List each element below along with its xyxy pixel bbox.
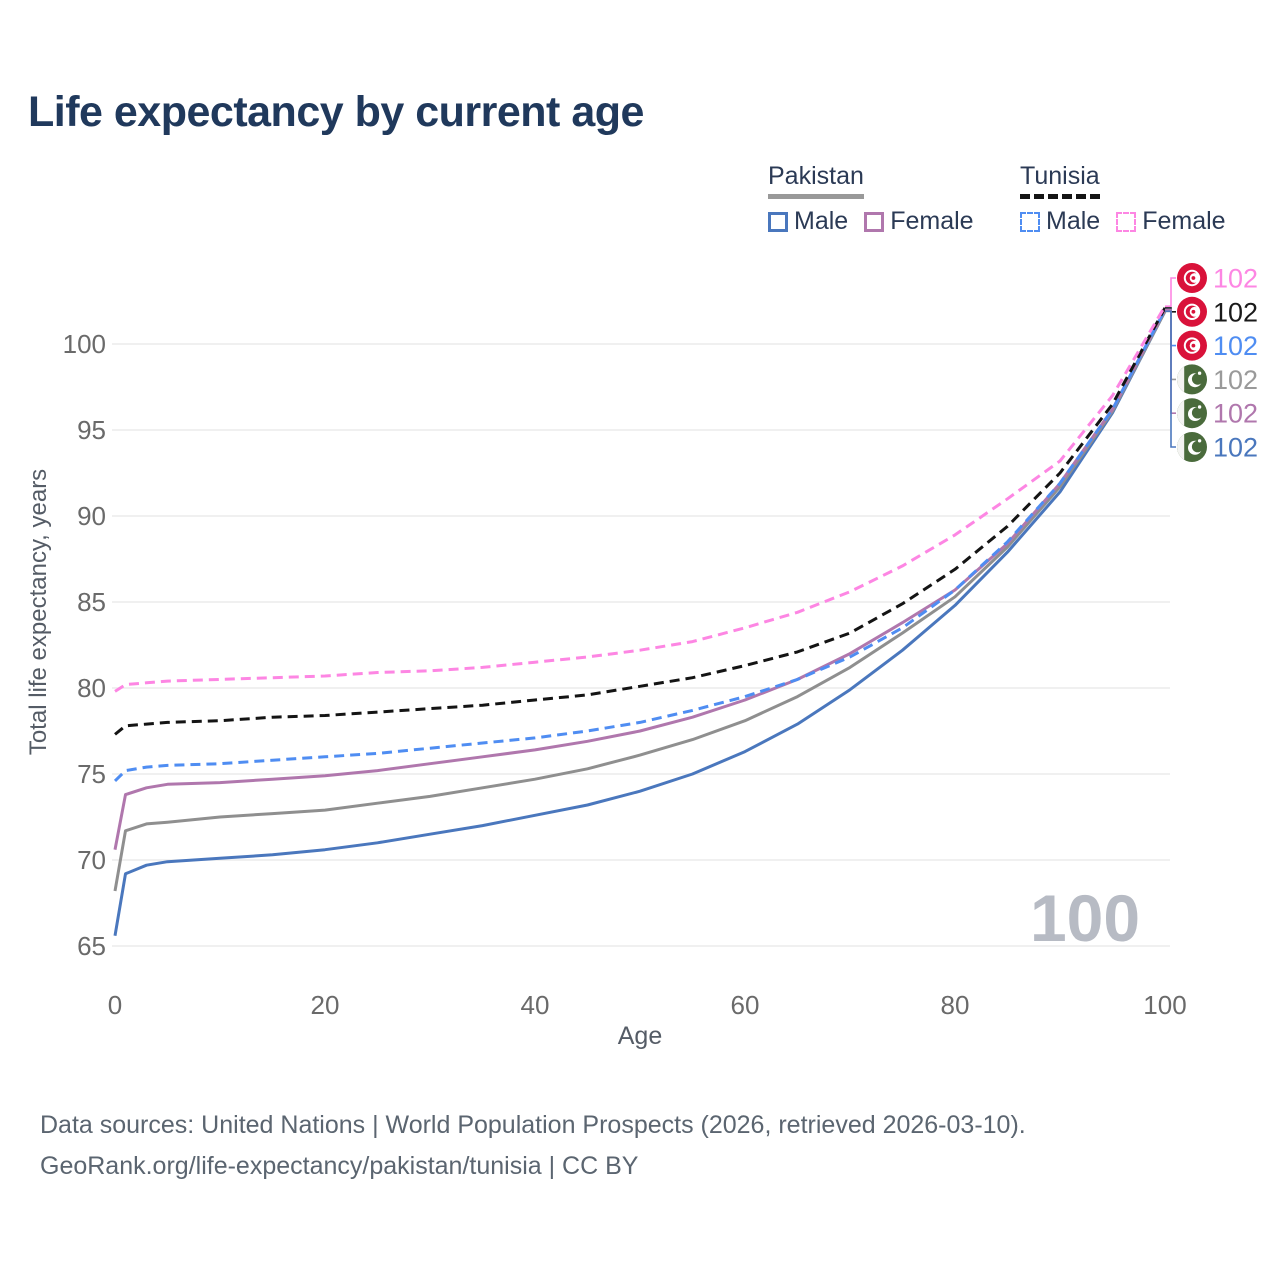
- endpoint-label: 102: [1213, 399, 1258, 429]
- x-tick-label: 0: [108, 990, 122, 1020]
- y-tick-label: 95: [77, 415, 106, 445]
- legend-item-tunisia-female[interactable]: Female: [1116, 207, 1226, 236]
- legend-label-tunisia-female: Female: [1142, 207, 1226, 235]
- legend-label-tunisia-male: Male: [1046, 207, 1101, 235]
- endpoint-value: 102: [1213, 433, 1258, 463]
- tunisia-female-swatch-icon: [1116, 211, 1137, 232]
- tunisia-flag-icon: [1177, 263, 1207, 293]
- endpoint-label: 102: [1213, 264, 1258, 294]
- endpoint-value: 102: [1213, 365, 1258, 395]
- endpoint-value: 102: [1213, 297, 1258, 327]
- footer-attribution: GeoRank.org/life-expectancy/pakistan/tun…: [40, 1152, 639, 1180]
- x-tick-label: 100: [1143, 990, 1186, 1020]
- y-tick-label: 80: [77, 673, 106, 703]
- x-axis-title: Age: [618, 1022, 662, 1050]
- endpoint-value: 102: [1213, 264, 1258, 294]
- endpoint-leader-line: [1165, 310, 1176, 448]
- legend-item-tunisia-male[interactable]: Male: [1020, 207, 1100, 236]
- pakistan-female-swatch-icon: [864, 211, 885, 232]
- legend-country-pakistan[interactable]: Pakistan: [768, 162, 864, 199]
- y-axis-title: Total life expectancy, years: [25, 469, 52, 755]
- footer: Data sources: United Nations | World Pop…: [40, 1105, 1026, 1187]
- footer-data-sources: Data sources: United Nations | World Pop…: [40, 1111, 1026, 1139]
- y-tick-label: 70: [77, 845, 106, 875]
- endpoint-label: 102: [1213, 331, 1258, 361]
- legend-group-tunisia: Tunisia Male Female: [1020, 162, 1226, 236]
- tunisia-flag-icon: [1177, 330, 1207, 361]
- endpoint-value: 102: [1213, 331, 1258, 361]
- series-line-tunisia-both-sexes: [114, 307, 1167, 736]
- series-line-tunisia-male: [113, 308, 1167, 782]
- legend-item-pakistan-female[interactable]: Female: [864, 207, 974, 236]
- legend-items-tunisia: Male Female: [1020, 207, 1226, 236]
- x-tick-label: 40: [521, 990, 550, 1020]
- x-tick-label: 80: [941, 990, 970, 1020]
- page-title: Life expectancy by current age: [28, 88, 644, 136]
- pakistan-flag-icon: [1177, 364, 1207, 395]
- series-line-pakistan-male: [113, 310, 1167, 936]
- y-tick-label: 85: [77, 587, 106, 617]
- legend-items-pakistan: Male Female: [768, 207, 974, 236]
- endpoint-label: 102: [1213, 297, 1258, 327]
- endpoint-label: 102: [1213, 433, 1258, 463]
- endpoint-value: 102: [1213, 399, 1258, 429]
- pakistan-male-swatch-icon: [768, 211, 788, 232]
- age-watermark: 100: [1030, 881, 1140, 955]
- x-tick-label: 60: [731, 990, 760, 1020]
- legend-label-pakistan-male: Male: [794, 207, 849, 235]
- legend-item-pakistan-male[interactable]: Male: [768, 207, 848, 236]
- pakistan-flag-icon: [1177, 432, 1207, 462]
- series-line-tunisia-female: [114, 305, 1167, 693]
- legend-group-pakistan: Pakistan Male Female: [768, 162, 974, 236]
- pakistan-flag-icon: [1177, 398, 1207, 429]
- legend-country-tunisia[interactable]: Tunisia: [1020, 162, 1100, 199]
- series-line-pakistan-female: [113, 308, 1167, 850]
- y-tick-label: 90: [77, 501, 106, 531]
- series-line-pakistan-both-sexes: [113, 310, 1167, 892]
- y-tick-label: 75: [77, 759, 106, 789]
- tunisia-flag-icon: [1177, 296, 1207, 327]
- x-tick-label: 20: [311, 990, 340, 1020]
- y-tick-label: 65: [77, 931, 106, 961]
- tunisia-male-swatch-icon: [1020, 211, 1040, 232]
- y-tick-label: 100: [63, 329, 106, 359]
- legend-label-pakistan-female: Female: [890, 207, 974, 235]
- endpoint-label: 102: [1213, 365, 1258, 395]
- endpoint-leader-line: [1165, 277, 1176, 307]
